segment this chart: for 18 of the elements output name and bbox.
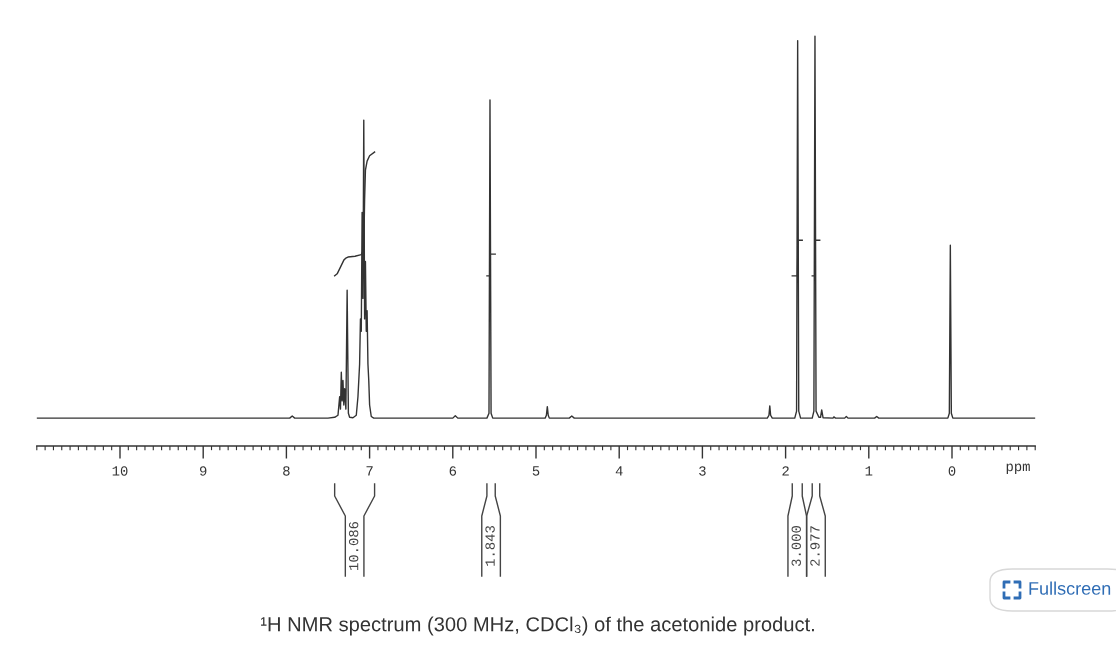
- x-axis-title: ppm: [1006, 463, 1030, 474]
- x-tick-label: 1: [865, 466, 873, 476]
- x-tick-label: 10: [112, 466, 128, 476]
- x-tick-label: 7: [366, 466, 373, 476]
- x-tick-label: 0: [948, 466, 956, 476]
- text: 2.977: [810, 526, 820, 566]
- x-tick-label: 8: [283, 466, 290, 476]
- text: 1.843: [485, 526, 495, 566]
- text: ¹H NMR spectrum (300 MHz, CDCl₃) of the acetonide product.: [261, 616, 814, 636]
- text: Fullscreen: [1029, 581, 1111, 595]
- x-tick-label: 9: [199, 466, 207, 476]
- x-tick-label: 3: [699, 466, 706, 476]
- text: 10.086: [348, 521, 359, 570]
- x-tick-label: 4: [615, 466, 623, 476]
- x-tick-label: 2: [782, 466, 789, 476]
- x-tick-label: 5: [532, 466, 540, 476]
- x-tick-label: 6: [449, 466, 457, 476]
- text: 3.000: [791, 526, 801, 566]
